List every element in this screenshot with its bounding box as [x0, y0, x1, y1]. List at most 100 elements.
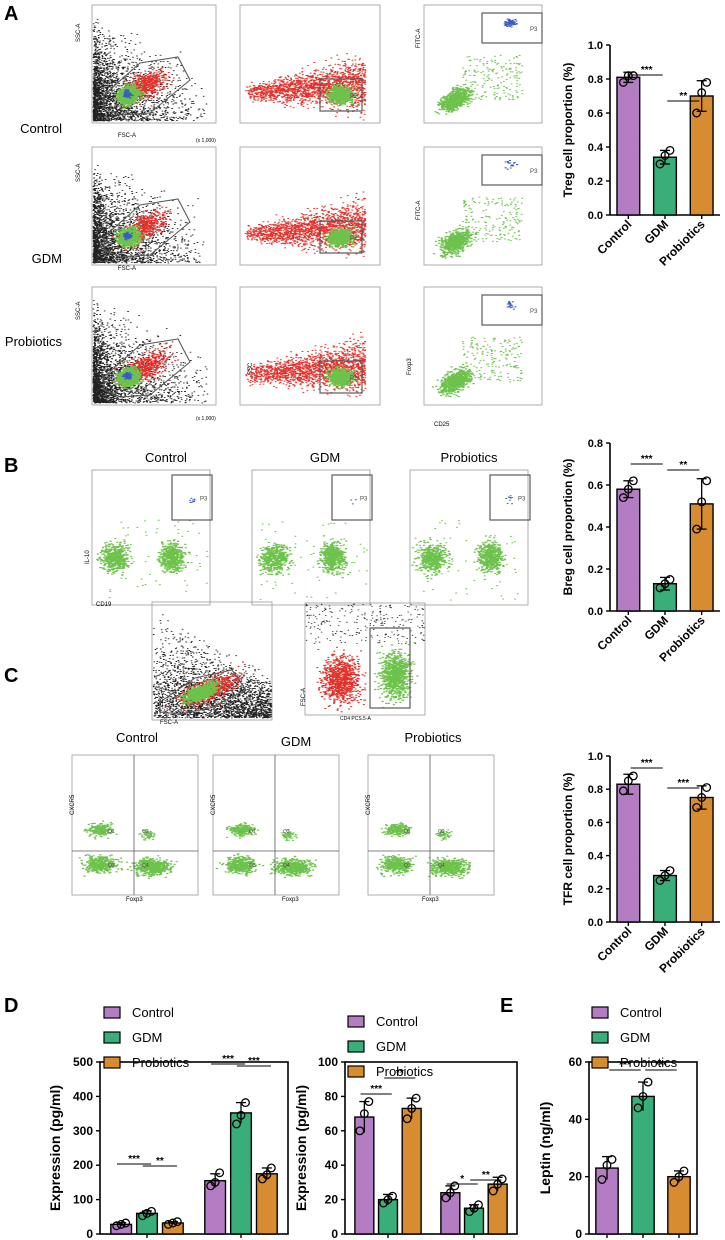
y-tick-label: 0.2 [588, 176, 603, 188]
sig-label: *** [641, 454, 653, 465]
plot-frame [423, 146, 543, 266]
c-title-probiotics: Probiotics [404, 730, 462, 745]
y-axis-label: Leptin (ng/ml) [537, 1102, 553, 1195]
event-scatter [257, 521, 368, 601]
y-tick-label: 0.4 [588, 851, 604, 863]
gate-label: P3 [530, 309, 538, 315]
c1-foxp3-label: Foxp3 [126, 897, 143, 903]
quadrant-label-q2: Q2 [283, 829, 290, 835]
y-tick-label: 500 [73, 1055, 93, 1069]
plot-frame [423, 4, 543, 124]
bar-control [616, 76, 641, 216]
a-foxp3-label: Foxp3 [407, 358, 413, 375]
y-tick-label: 40 [325, 1158, 339, 1172]
sig-label: ** [679, 460, 687, 471]
bar-control [616, 783, 641, 923]
x-tick-label: GDM [641, 217, 671, 247]
event-cloud [138, 829, 156, 841]
event-cloud-red [245, 331, 367, 398]
chart-breg: 0.0 0.2 0.4 0.6 0.8 Breg cell proportion (%) C… [561, 438, 720, 665]
y-tick-label: 40 [569, 1112, 583, 1126]
y-tick-label: 60 [325, 1124, 339, 1138]
a2-fitc-label: FITC-A [416, 201, 422, 220]
data-point [702, 476, 712, 486]
chart-tfr: 0.0 0.2 0.4 0.6 0.8 1.0 TFR cell proportion (%… [561, 751, 720, 976]
sig-label: *** [370, 1084, 382, 1095]
plot-frame [91, 4, 217, 124]
a-cd4-plot-1: P2 [239, 146, 381, 266]
plot-frame [239, 4, 381, 124]
b-il10-cd19-plot-1: P3 [251, 469, 373, 606]
c-fsc-label: FSC-A [160, 720, 178, 726]
c-cd4-fsc-plot [304, 602, 426, 716]
y-tick-label: 0.0 [588, 917, 603, 929]
data-point [241, 1098, 250, 1108]
b-cd19-label: CD19 [96, 602, 112, 608]
bar-gdm [631, 1095, 655, 1235]
row-label-probiotics: Probiotics [5, 334, 63, 349]
x-tick-label: Control [594, 924, 634, 964]
data-point [172, 1217, 182, 1227]
legend-label: Probiotics [620, 1055, 678, 1070]
data-point [618, 77, 628, 87]
y-tick-label: 80 [325, 1089, 339, 1103]
c2-cxcr5-label: CXCR5 [211, 794, 217, 815]
data-point [633, 1103, 643, 1113]
event-cloud [122, 231, 134, 241]
y-tick-label: 1.0 [588, 751, 603, 763]
legend-label: Control [376, 1014, 418, 1029]
a1-ssc-label: SSC-A [76, 24, 82, 42]
event-cloud [375, 854, 417, 877]
plot-frame [99, 1061, 289, 1235]
c-ssc-label: SSC-A [159, 688, 165, 706]
data-point [355, 1126, 365, 1136]
quadrant-label-q1: Q1 [249, 829, 256, 835]
event-cloud [506, 301, 517, 310]
y-tick-label: 0 [86, 1227, 93, 1240]
event-cloud-black [152, 614, 273, 719]
plot-frame [239, 146, 381, 266]
gate-polygon [103, 198, 191, 258]
a-cd25-plot-0: P3 [423, 4, 543, 124]
sig-label: *** [222, 1054, 234, 1065]
event-cloud-red [244, 53, 367, 121]
data-point [262, 1170, 272, 1180]
panel-label-b: B [4, 455, 18, 477]
event-scatter [461, 54, 524, 101]
data-point [407, 1103, 417, 1113]
event-cloud [255, 542, 297, 576]
y-tick-label: 20 [325, 1193, 339, 1207]
a2-ssc-label: SSC-A [76, 164, 82, 182]
y-tick-label: 60 [569, 1055, 583, 1069]
data-point [388, 1191, 397, 1201]
data-point [655, 159, 665, 169]
quadrant-label-q2: Q2 [438, 829, 445, 835]
c3-foxp3-label: Foxp3 [422, 897, 439, 903]
event-cloud [350, 499, 357, 505]
event-cloud-red [244, 191, 367, 259]
y-tick-label: 0.8 [588, 438, 603, 450]
x-tick-label: Control [594, 613, 634, 653]
a-cd25-plot-2: P3 [423, 286, 543, 406]
gate-label: P2 [350, 94, 358, 100]
y-tick-label: 0.6 [588, 108, 603, 120]
data-point [402, 1114, 412, 1124]
a-cd25-label: CD25 [434, 422, 450, 428]
legend-swatch-control [591, 1006, 609, 1019]
plot-frame [367, 754, 495, 896]
data-point [364, 1097, 374, 1107]
data-point [618, 786, 628, 796]
y-tick-label: 1.0 [588, 40, 603, 52]
event-cloud [121, 372, 133, 380]
chart-treg: 0.0 0.2 0.4 0.6 0.8 1.0 Treg cell proportion (… [561, 40, 720, 269]
plot-frame [91, 469, 211, 606]
b-il10-cd19-plot-2: P3 [409, 469, 531, 606]
data-point [116, 1219, 126, 1229]
gate-polygon [103, 56, 191, 116]
bar-gdm-1 [229, 1112, 253, 1235]
c1-cxcr5-label: CXCR5 [70, 794, 76, 815]
sig-label: * [460, 1174, 464, 1185]
row-label-gdm: GDM [32, 251, 62, 266]
gate-label: P3 [530, 169, 538, 175]
